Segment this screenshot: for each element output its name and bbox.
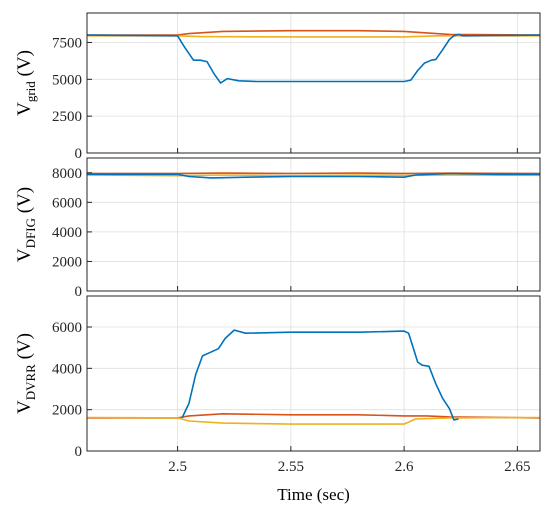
y-tick-label: 4000 — [52, 225, 82, 241]
y-tick-label: 0 — [75, 284, 83, 300]
x-tick-label: 2.65 — [504, 459, 530, 475]
y-tick-label: 2500 — [52, 109, 82, 125]
y-tick-label: 0 — [75, 146, 83, 162]
x-axis-label: Time (sec) — [277, 485, 350, 504]
y-tick-label: 0 — [75, 444, 83, 460]
series-line-3 — [87, 34, 540, 83]
y-tick-label: 4000 — [52, 361, 82, 377]
series-line-2 — [87, 175, 540, 176]
x-tick-label: 2.6 — [395, 459, 414, 475]
plot-frame — [87, 296, 540, 451]
plot-frame — [87, 158, 540, 291]
panel-2: 0 2000 4000 6000 8000 VDFIG (V) — [14, 158, 540, 300]
x-tick-label: 2.55 — [278, 459, 304, 475]
panel-1: 0 2500 5000 7500 Vgrid (V) — [14, 13, 540, 162]
y-tick-label: 2000 — [52, 254, 82, 270]
y-axis-label: Vgrid (V) — [14, 50, 38, 116]
panel-3: 0 2000 4000 6000 2.5 2.55 2.6 2.65 VDVRR (V) Time… — [14, 296, 540, 504]
y-tick-label: 8000 — [52, 166, 82, 182]
y-tick-label: 6000 — [52, 320, 82, 336]
series-line-2 — [87, 418, 540, 425]
y-tick-label: 6000 — [52, 195, 82, 211]
y-tick-label: 2000 — [52, 403, 82, 419]
y-tick-label: 5000 — [52, 72, 82, 88]
x-tick-label: 2.5 — [168, 459, 187, 475]
y-axis-label: VDFIG (V) — [14, 187, 38, 262]
y-axis-label: VDVRR (V) — [14, 333, 38, 414]
series-line-1 — [87, 31, 540, 35]
y-tick-label: 7500 — [52, 35, 82, 51]
series-line-3 — [182, 330, 458, 420]
